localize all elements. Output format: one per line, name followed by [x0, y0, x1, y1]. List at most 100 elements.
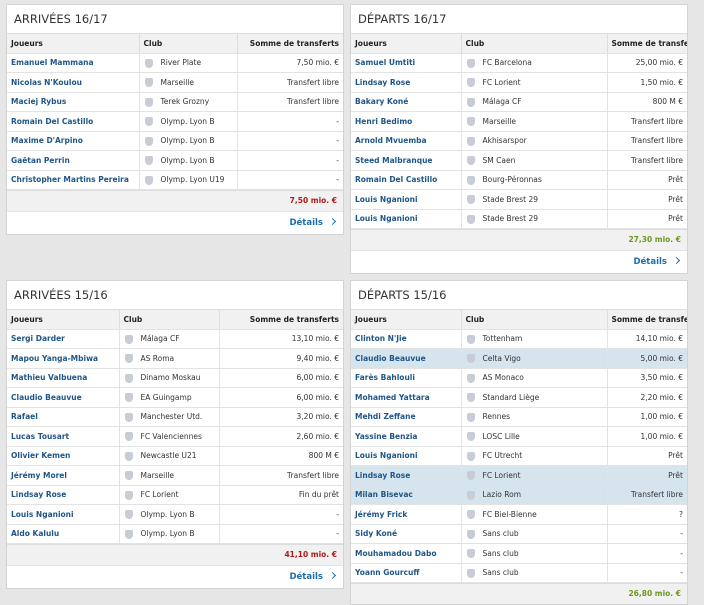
player-name[interactable]: Lindsay Rose — [7, 485, 120, 505]
club-icon — [144, 156, 153, 165]
player-name[interactable]: Claudio Beauvue — [7, 387, 120, 408]
club-name[interactable]: Olymp. Lyon B — [140, 509, 195, 519]
player-name[interactable]: Sergi Darder — [7, 329, 120, 349]
club-name[interactable]: AS Roma — [140, 353, 175, 363]
club-name[interactable]: Manchester Utd. — [140, 412, 203, 421]
player-name[interactable]: Milan Bisevac — [351, 485, 462, 505]
club-name[interactable]: Sans club — [482, 529, 519, 538]
club-name[interactable]: Newcastle U21 — [140, 451, 197, 460]
club-name[interactable]: Málaga CF — [482, 97, 522, 106]
club-name[interactable]: EA Guingamp — [140, 392, 192, 402]
player-name[interactable]: Maciej Rybus — [7, 92, 140, 112]
club-icon — [466, 175, 475, 185]
player-name[interactable]: Mohamed Yattara — [351, 387, 462, 408]
player-name[interactable]: Arnold Mvuemba — [351, 131, 462, 151]
club-name[interactable]: Sans club — [482, 568, 519, 577]
player-name[interactable]: Romain Del Castillo — [351, 170, 462, 190]
player-name[interactable]: Rafael — [7, 407, 120, 427]
player-name[interactable]: Maxime D'Arpino — [7, 131, 140, 151]
club-name[interactable]: FC Utrecht — [482, 451, 523, 460]
player-name[interactable]: Louis Nganioni — [351, 209, 462, 229]
player-name[interactable]: Gaëtan Perrin — [7, 150, 140, 171]
club-name[interactable]: Terek Grozny — [160, 97, 210, 106]
club-name[interactable]: AS Monaco — [482, 373, 524, 382]
player-name[interactable]: Steed Malbranque — [351, 150, 462, 171]
club-name[interactable]: FC Biel-Bienne — [482, 509, 537, 519]
club-name[interactable]: Olymp. Lyon B — [140, 529, 195, 538]
transfer-row: Maciej Rybus Terek Grozny Transfert libre — [7, 92, 343, 112]
player-name[interactable]: Olivier Kemen — [7, 446, 120, 466]
club-name[interactable]: FC Lorient — [140, 490, 179, 499]
club-name[interactable]: Marseille — [160, 77, 195, 87]
club-icon — [124, 393, 133, 402]
player-name[interactable]: Jérémy Morel — [7, 465, 120, 486]
player-name[interactable]: Lindsay Rose — [351, 465, 462, 486]
player-name[interactable]: Yoann Gourcuff — [351, 563, 462, 583]
player-name[interactable]: Mapou Yanga-Mbiwa — [7, 348, 120, 369]
club-name[interactable]: FC Lorient — [482, 77, 521, 87]
club-name[interactable]: SM Caen — [482, 155, 516, 165]
club-name[interactable]: Sans club — [482, 548, 519, 558]
club-name[interactable]: FC Barcelona — [482, 58, 532, 67]
player-name[interactable]: Lindsay Rose — [351, 72, 462, 93]
player-name[interactable]: Henri Bedimo — [351, 111, 462, 132]
club-name[interactable]: Olymp. Lyon B — [160, 136, 215, 145]
player-name[interactable]: Louis Nganioni — [351, 446, 462, 466]
player-name[interactable]: Louis Nganioni — [7, 504, 120, 525]
player-name[interactable]: Mouhamadou Dabo — [351, 543, 462, 564]
club-icon — [466, 490, 475, 500]
details-link[interactable]: Détails — [289, 572, 323, 582]
club-name[interactable]: Marseille — [482, 116, 517, 126]
player-name[interactable]: Aldo Kalulu — [7, 524, 120, 544]
player-name[interactable]: Mathieu Valbuena — [7, 368, 120, 388]
club-cell: FC Lorient — [461, 72, 608, 93]
club-name[interactable]: FC Valenciennes — [140, 431, 202, 441]
player-name[interactable]: Sidy Koné — [351, 524, 462, 544]
player-name[interactable]: Yassine Benzia — [351, 426, 462, 447]
club-icon — [124, 529, 133, 539]
club-name[interactable]: Tottenham — [482, 334, 523, 343]
details-link[interactable]: Détails — [633, 257, 667, 267]
player-name[interactable]: Mehdi Zeffane — [351, 407, 462, 427]
player-name[interactable]: Bakary Koné — [351, 92, 462, 112]
club-name[interactable]: Rennes — [482, 412, 511, 421]
column-header: Joueurs — [7, 34, 140, 54]
transfer-fee: 1,50 mio. € — [607, 72, 687, 93]
club-name[interactable]: Lazio Rom — [482, 490, 522, 499]
details-link[interactable]: Détails — [289, 218, 323, 228]
player-name[interactable]: Lucas Tousart — [7, 426, 120, 447]
player-name[interactable]: Emanuel Mammana — [7, 53, 140, 73]
club-name[interactable]: Olymp. Lyon B — [160, 116, 215, 126]
player-name[interactable]: Nicolas N'Koulou — [7, 72, 140, 93]
transfer-fee: 1,00 mio. € — [607, 426, 687, 447]
club-name[interactable]: FC Lorient — [482, 470, 521, 480]
total-row: 27,30 mio. € — [351, 229, 687, 250]
club-name[interactable]: Akhisarspor — [482, 136, 527, 145]
details-row: Détails — [351, 250, 687, 273]
club-name[interactable]: Stade Brest 29 — [482, 214, 539, 223]
club-name[interactable]: LOSC Lille — [482, 431, 520, 441]
club-name[interactable]: Olymp. Lyon B — [160, 155, 215, 165]
club-name[interactable]: Málaga CF — [140, 334, 180, 343]
player-name[interactable]: Clinton N'Jie — [351, 329, 462, 349]
club-name[interactable]: Bourg-Péronnas — [482, 175, 542, 184]
player-name[interactable]: Romain Del Castillo — [7, 111, 140, 132]
player-name[interactable]: Farès Bahlouli — [351, 368, 462, 388]
player-name[interactable]: Jérémy Frick — [351, 504, 462, 525]
club-name[interactable]: Dinamo Moskau — [140, 373, 201, 382]
player-name[interactable]: Claudio Beauvue — [351, 348, 462, 369]
transfer-fee: 1,00 mio. € — [607, 407, 687, 427]
player-name[interactable]: Christopher Martins Pereira — [7, 170, 140, 190]
transfer-row: Lindsay Rose FC Lorient Prêt — [351, 465, 687, 486]
club-name[interactable]: River Plate — [160, 58, 202, 67]
club-name[interactable]: Stade Brest 29 — [482, 194, 539, 204]
transfer-row: Sidy Koné Sans club - — [351, 524, 687, 544]
club-name[interactable]: Marseille — [140, 470, 175, 480]
club-name[interactable]: Olymp. Lyon U19 — [160, 175, 225, 184]
club-name[interactable]: Celta Vigo — [482, 353, 521, 363]
player-name[interactable]: Samuel Umtiti — [351, 53, 462, 73]
club-name[interactable]: Standard Liège — [482, 392, 540, 402]
player-name[interactable]: Louis Nganioni — [351, 189, 462, 210]
